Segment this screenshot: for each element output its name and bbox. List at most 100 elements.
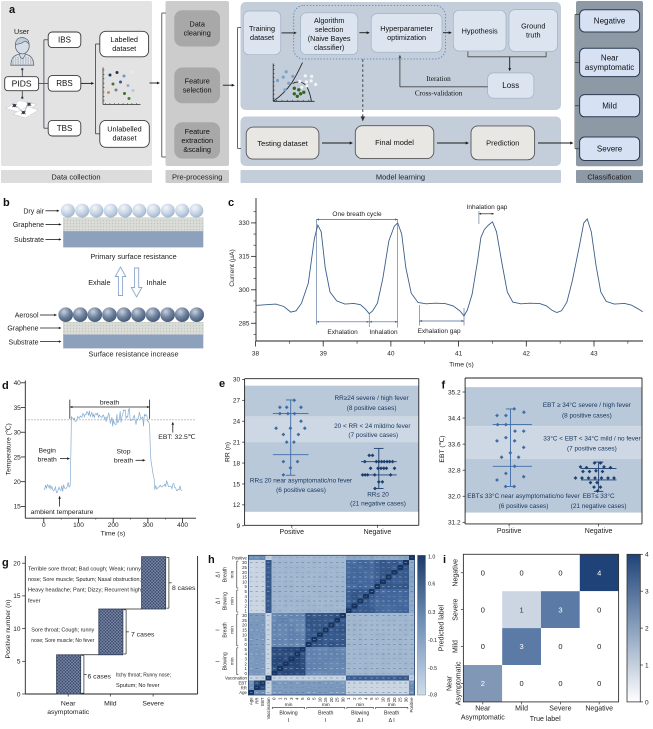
svg-text:Δ I: Δ I <box>357 718 363 724</box>
svg-text:Negative: Negative <box>453 559 460 587</box>
svg-text:Near: Near <box>447 675 454 691</box>
svg-text:EBT: 32.5℃: EBT: 32.5℃ <box>158 434 195 441</box>
svg-text:5: 5 <box>300 697 305 700</box>
svg-text:30: 30 <box>340 697 345 702</box>
svg-text:Primary surface resistance: Primary surface resistance <box>90 252 176 261</box>
svg-text:3: 3 <box>289 697 294 700</box>
svg-text:d: d <box>2 380 9 392</box>
svg-text:32.0: 32.0 <box>448 494 461 501</box>
svg-text:34.4: 34.4 <box>448 415 461 422</box>
svg-text:Graphene: Graphene <box>7 326 38 333</box>
svg-text:Severe: Severe <box>453 598 460 620</box>
svg-text:Positive: Positive <box>232 555 248 560</box>
svg-text:h: h <box>208 554 215 566</box>
svg-text:-0.5: -0.5 <box>428 666 437 672</box>
svg-text:0: 0 <box>520 679 524 688</box>
svg-text:0: 0 <box>597 642 601 651</box>
svg-text:Asymptomatic: Asymptomatic <box>461 715 505 722</box>
svg-text:33.6: 33.6 <box>448 441 461 448</box>
svg-text:-0.1: -0.1 <box>428 638 437 644</box>
svg-text:8 cases: 8 cases <box>172 585 196 592</box>
svg-text:0.6: 0.6 <box>428 582 435 588</box>
svg-text:EBT≤ 33°C: EBT≤ 33°C <box>583 492 615 500</box>
svg-text:min: min <box>322 702 330 708</box>
svg-text:Training: Training <box>249 24 275 33</box>
svg-text:Hypothesis: Hypothesis <box>462 26 498 35</box>
svg-text:Vaccination: Vaccination <box>225 676 248 681</box>
svg-text:25: 25 <box>242 618 247 623</box>
svg-text:EBT≤ 33°C near asymptomatic/no: EBT≤ 33°C near asymptomatic/no fever <box>467 492 580 500</box>
svg-text:2: 2 <box>481 679 485 688</box>
svg-text:Sputum; No fever: Sputum; No fever <box>116 683 160 689</box>
svg-text:-0.8: -0.8 <box>428 693 437 699</box>
svg-text:min: min <box>230 626 236 634</box>
svg-text:0: 0 <box>597 605 601 614</box>
svg-text:Blowing: Blowing <box>351 711 369 717</box>
svg-text:5: 5 <box>245 584 248 589</box>
svg-text:0: 0 <box>558 679 562 688</box>
svg-text:400: 400 <box>177 522 188 529</box>
svg-text:33°C < EBT < 34°C mild / no fe: 33°C < EBT < 34°C mild / no fever <box>543 435 641 443</box>
svg-text:30: 30 <box>403 697 408 702</box>
svg-text:Dry air: Dry air <box>23 208 44 215</box>
svg-text:30: 30 <box>242 560 247 565</box>
svg-text:asymptomatic: asymptomatic <box>585 63 634 72</box>
svg-text:1: 1 <box>277 697 282 700</box>
svg-text:24: 24 <box>233 419 241 426</box>
svg-text:Negative: Negative <box>364 529 392 536</box>
svg-text:3: 3 <box>245 656 248 661</box>
svg-text:Asymptomatic: Asymptomatic <box>456 661 463 705</box>
svg-text:Itchy throat; Runny nose;: Itchy throat; Runny nose; <box>116 673 171 679</box>
svg-text:EBT: EBT <box>260 697 265 706</box>
svg-text:Temperature (℃): Temperature (℃) <box>6 423 13 475</box>
svg-text:Negative: Negative <box>585 528 613 535</box>
svg-text:I: I <box>288 718 289 724</box>
svg-text:min: min <box>230 597 236 605</box>
svg-text:(7 positive cases): (7 positive cases) <box>567 446 617 453</box>
svg-text:RR (n): RR (n) <box>225 442 232 462</box>
svg-text:10: 10 <box>380 697 385 702</box>
svg-text:20: 20 <box>329 697 334 702</box>
svg-text:0: 0 <box>597 679 601 688</box>
svg-text:min: min <box>285 702 293 708</box>
svg-text:3: 3 <box>245 599 248 604</box>
svg-text:6 cases: 6 cases <box>88 674 112 681</box>
svg-text:5: 5 <box>245 589 248 594</box>
svg-text:21: 21 <box>233 439 241 446</box>
svg-text:(Naive Bayes: (Naive Bayes <box>308 34 351 43</box>
svg-text:&scaling: &scaling <box>183 145 211 154</box>
svg-text:Inhalation: Inhalation <box>369 329 398 336</box>
svg-text:15: 15 <box>242 628 247 633</box>
svg-text:315: 315 <box>239 254 250 261</box>
svg-text:IBS: IBS <box>58 36 71 45</box>
svg-text:optimization: optimization <box>387 33 426 42</box>
svg-text:Severe: Severe <box>597 144 623 153</box>
svg-text:Near: Near <box>601 53 619 62</box>
svg-text:39: 39 <box>320 351 328 358</box>
svg-text:Near: Near <box>475 706 491 713</box>
svg-text:3: 3 <box>558 605 562 614</box>
svg-text:EBT (℃): EBT (℃) <box>439 435 446 462</box>
svg-text:min: min <box>230 570 236 578</box>
svg-text:I: I <box>216 661 222 662</box>
svg-text:Predicted label: Predicted label <box>439 605 446 652</box>
svg-text:Substrate: Substrate <box>14 237 44 244</box>
svg-text:cleaning: cleaning <box>184 28 211 37</box>
svg-text:15: 15 <box>233 481 241 488</box>
svg-text:30: 30 <box>242 613 247 618</box>
svg-text:Mild: Mild <box>104 700 117 707</box>
svg-text:Algorithm: Algorithm <box>314 16 344 25</box>
svg-text:Surface resistance increase: Surface resistance increase <box>88 350 178 359</box>
svg-text:f: f <box>442 380 446 392</box>
svg-text:Loss: Loss <box>502 81 519 90</box>
svg-text:43: 43 <box>590 351 598 358</box>
svg-text:Age: Age <box>239 690 247 695</box>
svg-text:EBT: EBT <box>239 681 248 686</box>
svg-text:Prediction: Prediction <box>486 139 519 148</box>
svg-text:5: 5 <box>245 647 248 652</box>
svg-text:Graphene: Graphene <box>13 222 44 229</box>
svg-text:ambient temperature: ambient temperature <box>31 509 94 516</box>
svg-text:1: 1 <box>346 697 351 700</box>
svg-text:Breath: Breath <box>223 622 229 637</box>
svg-text:20 < RR < 24 mild/no fever: 20 < RR < 24 mild/no fever <box>334 423 411 430</box>
